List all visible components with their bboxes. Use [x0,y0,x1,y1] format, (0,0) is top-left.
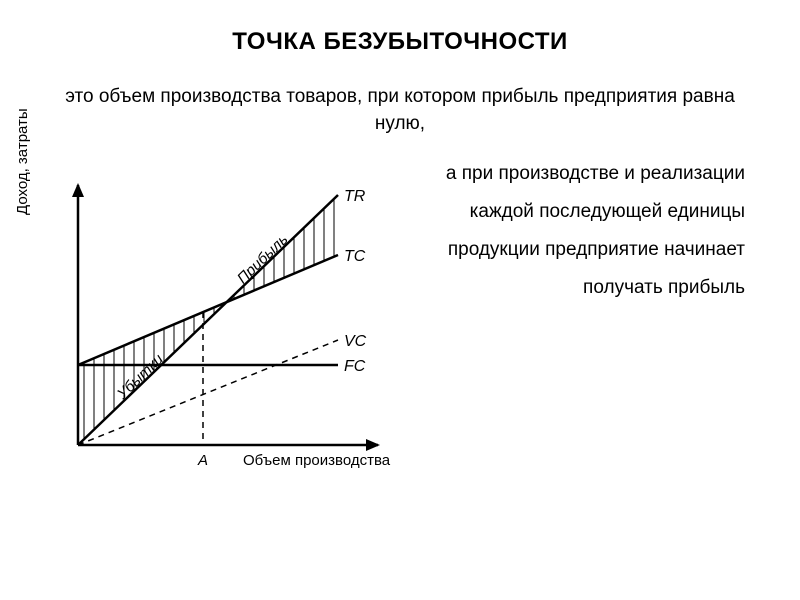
svg-text:Убытки: Убытки [113,351,167,404]
content-row: Доход, затраты Объем производстваATRTCVC… [0,145,800,505]
svg-text:TC: TC [344,248,366,265]
breakeven-chart: Объем производстваATRTCVCFCУбыткиПрибыль [18,145,418,505]
svg-text:FC: FC [344,358,366,375]
chart-container: Доход, затраты Объем производстваATRTCVC… [18,145,418,505]
svg-text:Объем производства: Объем производства [243,452,391,469]
svg-text:VC: VC [344,333,367,350]
page-title: ТОЧКА БЕЗУБЫТОЧНОСТИ [0,0,800,56]
svg-text:A: A [197,452,208,469]
svg-text:TR: TR [344,188,366,205]
y-axis-label: Доход, затраты [14,108,31,215]
description-text: а при производстве и реализации каждой п… [418,145,800,505]
subtitle-text: это объем производства товаров, при кото… [0,84,800,137]
